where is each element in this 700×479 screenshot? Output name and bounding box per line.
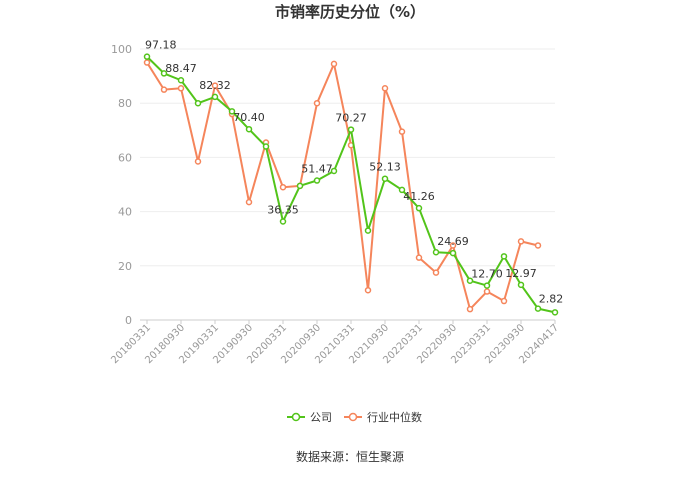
data-point-company[interactable]	[551, 309, 559, 316]
data-point-company[interactable]	[534, 305, 542, 312]
data-source: 数据来源：恒生聚源	[296, 449, 404, 464]
data-point-company[interactable]	[296, 182, 304, 190]
data-point-industry-median[interactable]	[364, 286, 372, 294]
data-point-industry-median[interactable]	[245, 198, 253, 206]
y-tick-label: 100	[111, 43, 132, 56]
legend-label-industry-median: 行业中位数	[367, 410, 422, 424]
legend-marker-industry-median	[348, 412, 358, 422]
data-point-company[interactable]	[313, 177, 321, 184]
y-tick-label: 20	[118, 260, 132, 273]
data-label: 52.13	[369, 161, 401, 174]
data-point-company[interactable]	[415, 204, 423, 212]
data-label: 82.32	[199, 79, 231, 92]
data-point-company[interactable]	[211, 93, 219, 101]
data-label: 12.70	[471, 268, 503, 281]
data-point-company[interactable]	[364, 227, 372, 234]
y-axis: 0 20 40 60 80 100	[111, 43, 132, 327]
data-point-industry-median[interactable]	[500, 297, 508, 305]
data-point-company[interactable]	[194, 99, 202, 107]
data-point-industry-median[interactable]	[381, 85, 389, 92]
data-point-company[interactable]	[347, 126, 355, 133]
data-point-company[interactable]	[330, 167, 338, 175]
data-point-company[interactable]	[517, 281, 525, 289]
data-point-industry-median[interactable]	[194, 158, 202, 165]
data-point-company[interactable]	[177, 76, 185, 84]
data-label: 88.47	[165, 62, 197, 75]
y-tick-label: 0	[125, 314, 132, 327]
series-lines	[143, 53, 559, 316]
data-point-company[interactable]	[160, 70, 168, 77]
chart-title: 市销率历史分位（%）	[275, 3, 425, 21]
data-point-industry-median[interactable]	[415, 254, 423, 261]
data-point-industry-median[interactable]	[466, 305, 474, 313]
data-point-company[interactable]	[483, 282, 491, 289]
data-point-company[interactable]	[500, 253, 508, 260]
data-point-industry-median[interactable]	[432, 269, 440, 276]
data-point-industry-median[interactable]	[177, 85, 185, 92]
data-point-company[interactable]	[245, 125, 253, 133]
data-point-industry-median[interactable]	[143, 59, 151, 66]
gridlines	[140, 48, 555, 321]
data-point-industry-median[interactable]	[279, 183, 287, 191]
data-label: 70.27	[335, 112, 367, 125]
data-label: 41.26	[403, 190, 435, 203]
data-point-industry-median[interactable]	[534, 242, 542, 249]
data-point-company[interactable]	[228, 108, 236, 115]
data-point-company[interactable]	[398, 186, 406, 194]
data-label: 51.47	[301, 163, 333, 176]
data-label: 97.18	[145, 39, 177, 52]
y-tick-label: 40	[118, 206, 132, 219]
data-label: 70.40	[233, 111, 265, 124]
y-tick-label: 80	[118, 97, 132, 110]
data-point-industry-median[interactable]	[211, 82, 219, 89]
data-point-industry-median[interactable]	[517, 238, 525, 245]
data-point-industry-median[interactable]	[398, 128, 406, 135]
data-point-company[interactable]	[143, 53, 151, 60]
data-point-company[interactable]	[449, 249, 457, 257]
x-axis: 2018033120180930201903312019093020200331…	[109, 320, 561, 366]
data-point-industry-median[interactable]	[313, 99, 321, 107]
data-point-company[interactable]	[262, 143, 270, 150]
data-point-industry-median[interactable]	[483, 288, 491, 295]
data-point-industry-median[interactable]	[449, 242, 457, 249]
data-point-company[interactable]	[381, 175, 389, 182]
data-point-company[interactable]	[432, 249, 440, 256]
data-point-company[interactable]	[466, 277, 474, 284]
data-label: 24.69	[437, 235, 469, 248]
data-label: 36.35	[267, 203, 299, 216]
data-point-company[interactable]	[279, 218, 287, 225]
legend-item-company[interactable]: 公司	[287, 411, 332, 424]
data-point-industry-median[interactable]	[330, 60, 338, 68]
data-label: 12.97	[505, 267, 537, 280]
legend-item-industry-median[interactable]: 行业中位数	[344, 410, 422, 424]
legend: 公司 行业中位数	[287, 410, 422, 424]
data-point-industry-median[interactable]	[160, 86, 168, 93]
legend-label-company: 公司	[310, 411, 332, 424]
data-label: 2.82	[539, 292, 564, 305]
y-tick-label: 60	[118, 151, 132, 164]
legend-marker-company	[291, 412, 301, 422]
